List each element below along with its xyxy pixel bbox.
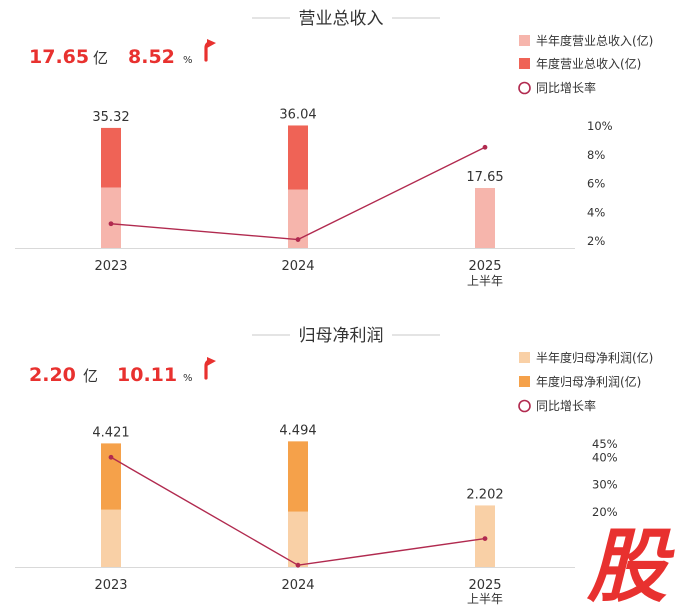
profit-bars: 4.421 4.494 2.202 bbox=[92, 423, 504, 567]
legend-label-yoy: 同比增长率 bbox=[536, 398, 596, 413]
profit-title: 归母净利润 bbox=[299, 326, 384, 346]
legend-label-half: 半年度营业总收入(亿) bbox=[536, 33, 653, 48]
bar-value-label: 17.65 bbox=[466, 170, 503, 185]
up-arrow-icon bbox=[204, 39, 216, 62]
profit-value: 2.20 bbox=[29, 364, 76, 386]
bar-half-2024 bbox=[288, 189, 308, 248]
yoy-point bbox=[108, 221, 114, 227]
y2-tick-label: 45% bbox=[592, 437, 618, 451]
bar-half-2023 bbox=[101, 187, 121, 248]
legend-swatch-half bbox=[519, 35, 530, 46]
legend-label-half: 半年度归母净利润(亿) bbox=[536, 350, 653, 365]
yoy-point bbox=[295, 562, 301, 568]
yoy-point bbox=[295, 237, 301, 242]
bar-value-label: 2.202 bbox=[466, 487, 503, 502]
x-tick-label: 2025 bbox=[468, 259, 501, 274]
x-tick-label: 2025 bbox=[468, 578, 501, 593]
y2-tick-label: 8% bbox=[587, 148, 605, 162]
profit-growth: 10.11 bbox=[117, 364, 177, 386]
revenue-title: 营业总收入 bbox=[299, 9, 384, 29]
up-arrow-icon bbox=[204, 357, 216, 380]
bar-value-label: 4.421 bbox=[92, 425, 129, 440]
watermark-logo: 股 bbox=[586, 520, 675, 611]
legend-label-full: 年度归母净利润(亿) bbox=[536, 374, 641, 389]
legend-label-full: 年度营业总收入(亿) bbox=[536, 56, 641, 71]
bar-value-label: 36.04 bbox=[279, 107, 316, 122]
revenue-growth: 8.52 bbox=[128, 46, 175, 68]
revenue-bars: 35.32 36.04 17.65 bbox=[92, 107, 504, 248]
y2-tick-label: 30% bbox=[592, 478, 618, 492]
revenue-panel: 营业总收入 17.65 亿 8.52 % 半年度营业总收入(亿) 年度营业总收入… bbox=[15, 9, 653, 288]
revenue-yoy-line bbox=[108, 144, 488, 242]
profit-y2-ticks: 45%40% 30% 20% bbox=[592, 437, 618, 519]
y2-tick-label: 2% bbox=[587, 234, 605, 248]
revenue-value-unit: 亿 bbox=[93, 49, 108, 67]
profit-value-unit: 亿 bbox=[83, 367, 98, 385]
legend-label-yoy: 同比增长率 bbox=[536, 80, 596, 95]
bar-half-2025 bbox=[475, 187, 495, 248]
legend-swatch-full bbox=[519, 376, 530, 387]
x-tick-label: 2023 bbox=[94, 259, 127, 274]
profit-yoy-line bbox=[108, 454, 488, 568]
legend-swatch-yoy bbox=[518, 399, 531, 413]
profit-growth-unit: % bbox=[183, 373, 193, 384]
y2-tick-label: 10% bbox=[587, 119, 613, 133]
bar-value-label: 35.32 bbox=[92, 110, 129, 125]
revenue-value: 17.65 bbox=[29, 46, 89, 68]
revenue-y2-ticks: 10% 8% 6% 4% 2% bbox=[587, 119, 613, 248]
yoy-point bbox=[482, 144, 488, 150]
legend-swatch-full bbox=[519, 58, 530, 69]
y2-tick-label: 4% bbox=[587, 205, 605, 219]
legend-swatch-yoy bbox=[518, 81, 531, 95]
x-tick-label: 2024 bbox=[281, 578, 314, 593]
legend-swatch-half bbox=[519, 352, 530, 363]
revenue-legend: 半年度营业总收入(亿) 年度营业总收入(亿) 同比增长率 bbox=[518, 33, 653, 95]
bar-value-label: 4.494 bbox=[279, 423, 316, 438]
bar-full-2023 bbox=[101, 443, 121, 510]
x-tick-label: 2023 bbox=[94, 578, 127, 593]
x-tick-sublabel: 上半年 bbox=[467, 592, 503, 606]
bar-full-2024 bbox=[288, 441, 308, 512]
revenue-growth-unit: % bbox=[183, 55, 193, 66]
x-tick-label: 2024 bbox=[281, 259, 314, 274]
bar-half-2024 bbox=[288, 511, 308, 567]
y2-tick-label: 40% bbox=[592, 451, 618, 465]
y2-tick-label: 20% bbox=[592, 505, 618, 519]
bar-half-2023 bbox=[101, 509, 121, 567]
profit-panel: 归母净利润 2.20 亿 10.11 % 半年度归母净利润(亿) 年度归母净利润… bbox=[15, 326, 653, 606]
bar-full-2023 bbox=[101, 127, 121, 188]
y2-tick-label: 6% bbox=[587, 177, 605, 191]
yoy-point bbox=[482, 536, 488, 541]
bar-full-2024 bbox=[288, 125, 308, 190]
x-tick-sublabel: 上半年 bbox=[467, 274, 503, 288]
profit-legend: 半年度归母净利润(亿) 年度归母净利润(亿) 同比增长率 bbox=[518, 350, 653, 413]
yoy-point bbox=[108, 454, 114, 460]
